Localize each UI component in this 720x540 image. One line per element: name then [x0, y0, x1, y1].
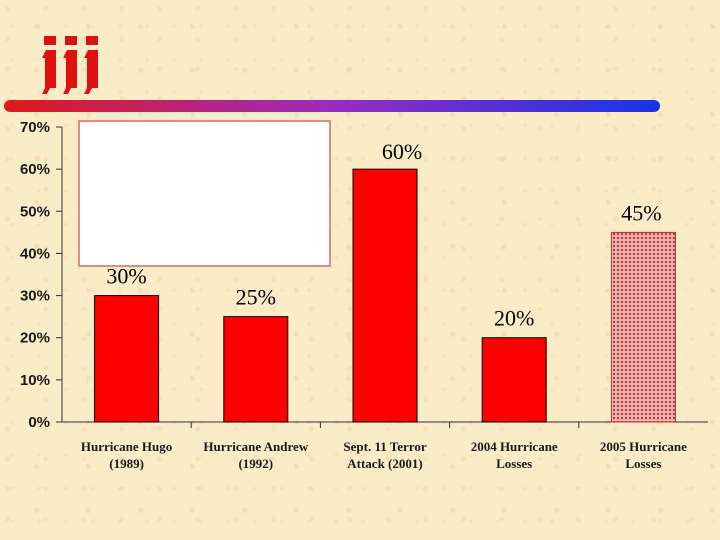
x-axis-categories: Hurricane Hugo (1989) Hurricane Andrew (199… — [81, 439, 687, 471]
y-tick-label: 40% — [20, 245, 50, 262]
data-label: 20% — [494, 306, 534, 331]
x-category-label: Attack (2001) — [347, 456, 422, 471]
data-label: 25% — [236, 285, 276, 310]
y-axis-ticks: 0% 10% 20% 30% 40% 50% 60% 70% — [20, 119, 62, 431]
bar — [94, 295, 160, 423]
bar — [223, 316, 289, 423]
bar — [352, 168, 418, 423]
x-category-label: Hurricane Andrew — [203, 439, 308, 454]
x-category-label: Hurricane Hugo — [81, 439, 172, 454]
bar — [610, 231, 676, 423]
data-labels: 30% 25% 60% 20% 45% — [106, 139, 661, 331]
iii-logo-icon — [42, 36, 98, 94]
x-category-label: Losses — [625, 456, 661, 471]
y-tick-label: 30% — [20, 288, 50, 305]
x-category-label: 2004 Hurricane — [471, 439, 558, 454]
data-label: 60% — [382, 139, 422, 164]
x-category-label: Sept. 11 Terror — [343, 439, 426, 454]
x-category-label: Losses — [496, 456, 532, 471]
y-tick-label: 50% — [20, 203, 50, 220]
y-tick-label: 60% — [20, 161, 50, 178]
y-tick-label: 20% — [20, 330, 50, 347]
y-tick-label: 10% — [20, 372, 50, 389]
x-category-label: (1992) — [238, 456, 273, 471]
y-tick-label: 70% — [20, 119, 50, 136]
iii-logo — [42, 36, 98, 94]
x-category-label: (1989) — [109, 456, 144, 471]
x-category-label: 2005 Hurricane — [600, 439, 687, 454]
bars — [94, 168, 676, 423]
y-tick-label: 0% — [28, 414, 50, 431]
data-label: 30% — [106, 264, 146, 289]
bar — [481, 337, 547, 423]
data-label: 45% — [621, 200, 661, 225]
overlay-white-box — [78, 120, 331, 267]
